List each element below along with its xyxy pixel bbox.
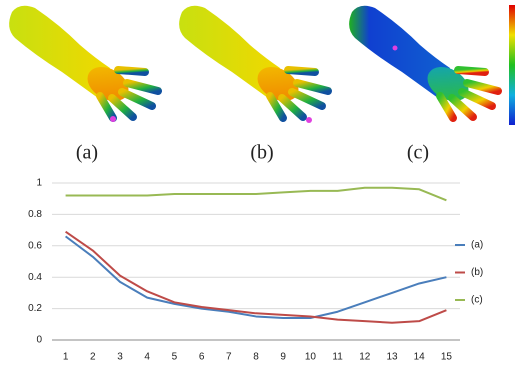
x-tick-label: 8 — [253, 352, 259, 363]
panel-label: (b) — [250, 142, 273, 164]
y-tick-label: 0.2 — [28, 303, 42, 314]
y-tick-label: 0 — [36, 335, 42, 346]
y-tick-label: 0.8 — [28, 209, 42, 220]
y-tick-label: 0.6 — [28, 240, 42, 251]
line — [66, 188, 447, 201]
x-tick-label: 7 — [226, 352, 232, 363]
color-bar — [509, 5, 515, 125]
legend-label: (c) — [471, 295, 483, 306]
x-tick-label: 6 — [199, 352, 205, 363]
x-tick-label: 4 — [144, 352, 150, 363]
x-tick-label: 12 — [359, 352, 371, 363]
x-tick-label: 2 — [90, 352, 96, 363]
y-tick-label: 0.4 — [28, 272, 42, 283]
x-tick-label: 10 — [305, 352, 317, 363]
hand-c — [349, 6, 498, 118]
legend-label: (b) — [471, 267, 483, 278]
y-tick-label: 1 — [36, 178, 42, 189]
legend-label: (a) — [471, 240, 483, 251]
panel-label: (c) — [407, 142, 429, 164]
x-tick-label: 15 — [441, 352, 453, 363]
x-tick-label: 1 — [63, 352, 69, 363]
hand-b — [179, 6, 328, 123]
x-tick-label: 14 — [414, 352, 426, 363]
x-tick-label: 13 — [386, 352, 398, 363]
x-tick-label: 11 — [332, 352, 343, 363]
x-tick-label: 5 — [172, 352, 178, 363]
panel-label: (a) — [76, 142, 98, 164]
x-tick-label: 9 — [280, 352, 286, 363]
x-tick-label: 3 — [117, 352, 123, 363]
hand-a — [9, 6, 158, 122]
figure: (a) (b) (c) 00.20.40.60.8112345678910111… — [0, 0, 521, 371]
